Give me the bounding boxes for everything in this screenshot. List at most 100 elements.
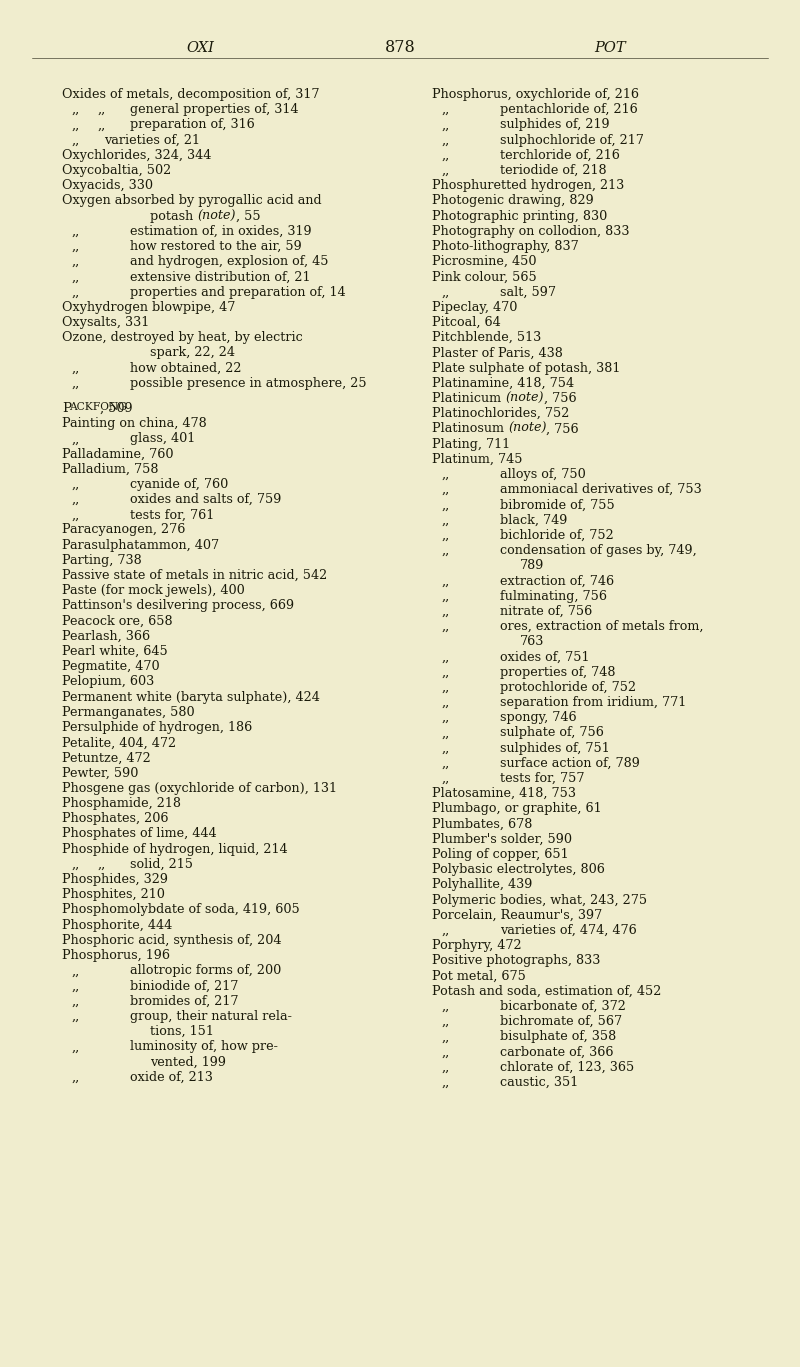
Text: Pitchblende, 513: Pitchblende, 513 xyxy=(432,331,542,344)
Text: cyanide of, 760: cyanide of, 760 xyxy=(130,478,228,491)
Text: P: P xyxy=(62,402,71,414)
Text: ,,: ,, xyxy=(72,377,80,390)
Text: ,,: ,, xyxy=(72,134,80,146)
Text: Photo-lithography, 837: Photo-lithography, 837 xyxy=(432,241,578,253)
Text: Phosphides, 329: Phosphides, 329 xyxy=(62,874,168,886)
Text: ,,: ,, xyxy=(442,924,450,936)
Text: Picrosmine, 450: Picrosmine, 450 xyxy=(432,256,537,268)
Text: spongy, 746: spongy, 746 xyxy=(500,711,577,725)
Text: ,,: ,, xyxy=(442,149,450,161)
Text: ,,: ,, xyxy=(72,224,80,238)
Text: Plating, 711: Plating, 711 xyxy=(432,437,510,451)
Text: spark, 22, 24: spark, 22, 24 xyxy=(150,346,235,360)
Text: Polyhallite, 439: Polyhallite, 439 xyxy=(432,879,532,891)
Text: sulphochloride of, 217: sulphochloride of, 217 xyxy=(500,134,644,146)
Text: Photogenic drawing, 829: Photogenic drawing, 829 xyxy=(432,194,594,208)
Text: Plumbates, 678: Plumbates, 678 xyxy=(432,817,532,831)
Text: ACKFONG: ACKFONG xyxy=(70,402,127,411)
Text: Platinum, 745: Platinum, 745 xyxy=(432,452,522,466)
Text: oxides of, 751: oxides of, 751 xyxy=(500,651,590,663)
Text: Phosphorite, 444: Phosphorite, 444 xyxy=(62,919,172,932)
Text: Pattinson's desilvering process, 669: Pattinson's desilvering process, 669 xyxy=(62,600,294,612)
Text: (note): (note) xyxy=(508,422,546,436)
Text: tests for, 761: tests for, 761 xyxy=(130,509,214,521)
Text: Platosamine, 418, 753: Platosamine, 418, 753 xyxy=(432,787,576,800)
Text: Pegmatite, 470: Pegmatite, 470 xyxy=(62,660,160,674)
Text: Platinosum: Platinosum xyxy=(432,422,508,436)
Text: varieties of, 21: varieties of, 21 xyxy=(104,134,200,146)
Text: ,,: ,, xyxy=(442,681,450,694)
Text: caustic, 351: caustic, 351 xyxy=(500,1076,578,1089)
Text: Pipeclay, 470: Pipeclay, 470 xyxy=(432,301,518,314)
Text: ,,: ,, xyxy=(442,544,450,556)
Text: ,,: ,, xyxy=(72,286,80,298)
Text: ,,: ,, xyxy=(72,241,80,253)
Text: Porcelain, Reaumur's, 397: Porcelain, Reaumur's, 397 xyxy=(432,909,602,921)
Text: Photography on collodion, 833: Photography on collodion, 833 xyxy=(432,224,630,238)
Text: ,,: ,, xyxy=(72,119,80,131)
Text: Pelopium, 603: Pelopium, 603 xyxy=(62,675,154,689)
Text: Phosphuretted hydrogen, 213: Phosphuretted hydrogen, 213 xyxy=(432,179,624,193)
Text: ,,: ,, xyxy=(72,478,80,491)
Text: ,,: ,, xyxy=(442,589,450,603)
Text: , 55: , 55 xyxy=(236,209,260,223)
Text: ,,: ,, xyxy=(442,1046,450,1058)
Text: ,,: ,, xyxy=(72,1070,80,1084)
Text: (note): (note) xyxy=(198,209,236,223)
Text: Phosphoric acid, synthesis of, 204: Phosphoric acid, synthesis of, 204 xyxy=(62,934,282,947)
Text: allotropic forms of, 200: allotropic forms of, 200 xyxy=(130,964,282,977)
Text: ,,: ,, xyxy=(72,858,80,871)
Text: ,,: ,, xyxy=(72,432,80,446)
Text: group, their natural rela-: group, their natural rela- xyxy=(130,1010,292,1023)
Text: Phosphates of lime, 444: Phosphates of lime, 444 xyxy=(62,827,217,841)
Text: ,,: ,, xyxy=(442,757,450,770)
Text: ,,: ,, xyxy=(72,103,80,116)
Text: potash: potash xyxy=(150,209,198,223)
Text: sulphides of, 219: sulphides of, 219 xyxy=(500,119,610,131)
Text: Permanent white (baryta sulphate), 424: Permanent white (baryta sulphate), 424 xyxy=(62,690,320,704)
Text: tests for, 757: tests for, 757 xyxy=(500,772,585,785)
Text: 878: 878 xyxy=(385,40,415,56)
Text: ,,: ,, xyxy=(72,362,80,375)
Text: ,,: ,, xyxy=(72,980,80,992)
Text: Phosphorus, oxychloride of, 216: Phosphorus, oxychloride of, 216 xyxy=(432,87,639,101)
Text: Persulphide of hydrogen, 186: Persulphide of hydrogen, 186 xyxy=(62,720,252,734)
Text: ,,: ,, xyxy=(442,1061,450,1074)
Text: ores, extraction of metals from,: ores, extraction of metals from, xyxy=(500,621,703,633)
Text: sulphate of, 756: sulphate of, 756 xyxy=(500,726,604,740)
Text: Peacock ore, 658: Peacock ore, 658 xyxy=(62,615,173,627)
Text: vented, 199: vented, 199 xyxy=(150,1055,226,1069)
Text: Paste (for mock jewels), 400: Paste (for mock jewels), 400 xyxy=(62,584,245,597)
Text: Pot metal, 675: Pot metal, 675 xyxy=(432,969,526,983)
Text: Polybasic electrolytes, 806: Polybasic electrolytes, 806 xyxy=(432,863,605,876)
Text: solid, 215: solid, 215 xyxy=(130,858,193,871)
Text: Petuntze, 472: Petuntze, 472 xyxy=(62,752,150,764)
Text: Painting on china, 478: Painting on china, 478 xyxy=(62,417,206,431)
Text: ,,: ,, xyxy=(442,103,450,116)
Text: ,,: ,, xyxy=(72,271,80,283)
Text: ,,: ,, xyxy=(442,696,450,709)
Text: ,,: ,, xyxy=(442,574,450,588)
Text: Ozone, destroyed by heat, by electric: Ozone, destroyed by heat, by electric xyxy=(62,331,302,344)
Text: Oxygen absorbed by pyrogallic acid and: Oxygen absorbed by pyrogallic acid and xyxy=(62,194,322,208)
Text: extraction of, 746: extraction of, 746 xyxy=(500,574,614,588)
Text: bromides of, 217: bromides of, 217 xyxy=(130,995,238,1007)
Text: ,,: ,, xyxy=(72,256,80,268)
Text: ,,: ,, xyxy=(72,964,80,977)
Text: pentachloride of, 216: pentachloride of, 216 xyxy=(500,103,638,116)
Text: varieties of, 474, 476: varieties of, 474, 476 xyxy=(500,924,637,936)
Text: ,,: ,, xyxy=(442,651,450,663)
Text: Plumbago, or graphite, 61: Plumbago, or graphite, 61 xyxy=(432,802,602,815)
Text: Passive state of metals in nitric acid, 542: Passive state of metals in nitric acid, … xyxy=(62,569,327,582)
Text: Phosphites, 210: Phosphites, 210 xyxy=(62,889,165,901)
Text: ,,: ,, xyxy=(442,499,450,511)
Text: ,,: ,, xyxy=(442,621,450,633)
Text: biniodide of, 217: biniodide of, 217 xyxy=(130,980,238,992)
Text: , 756: , 756 xyxy=(546,422,579,436)
Text: Phosphomolybdate of soda, 419, 605: Phosphomolybdate of soda, 419, 605 xyxy=(62,904,300,916)
Text: ,,: ,, xyxy=(72,995,80,1007)
Text: ,,: ,, xyxy=(442,726,450,740)
Text: Pink colour, 565: Pink colour, 565 xyxy=(432,271,537,283)
Text: salt, 597: salt, 597 xyxy=(500,286,556,298)
Text: Platinicum: Platinicum xyxy=(432,392,505,405)
